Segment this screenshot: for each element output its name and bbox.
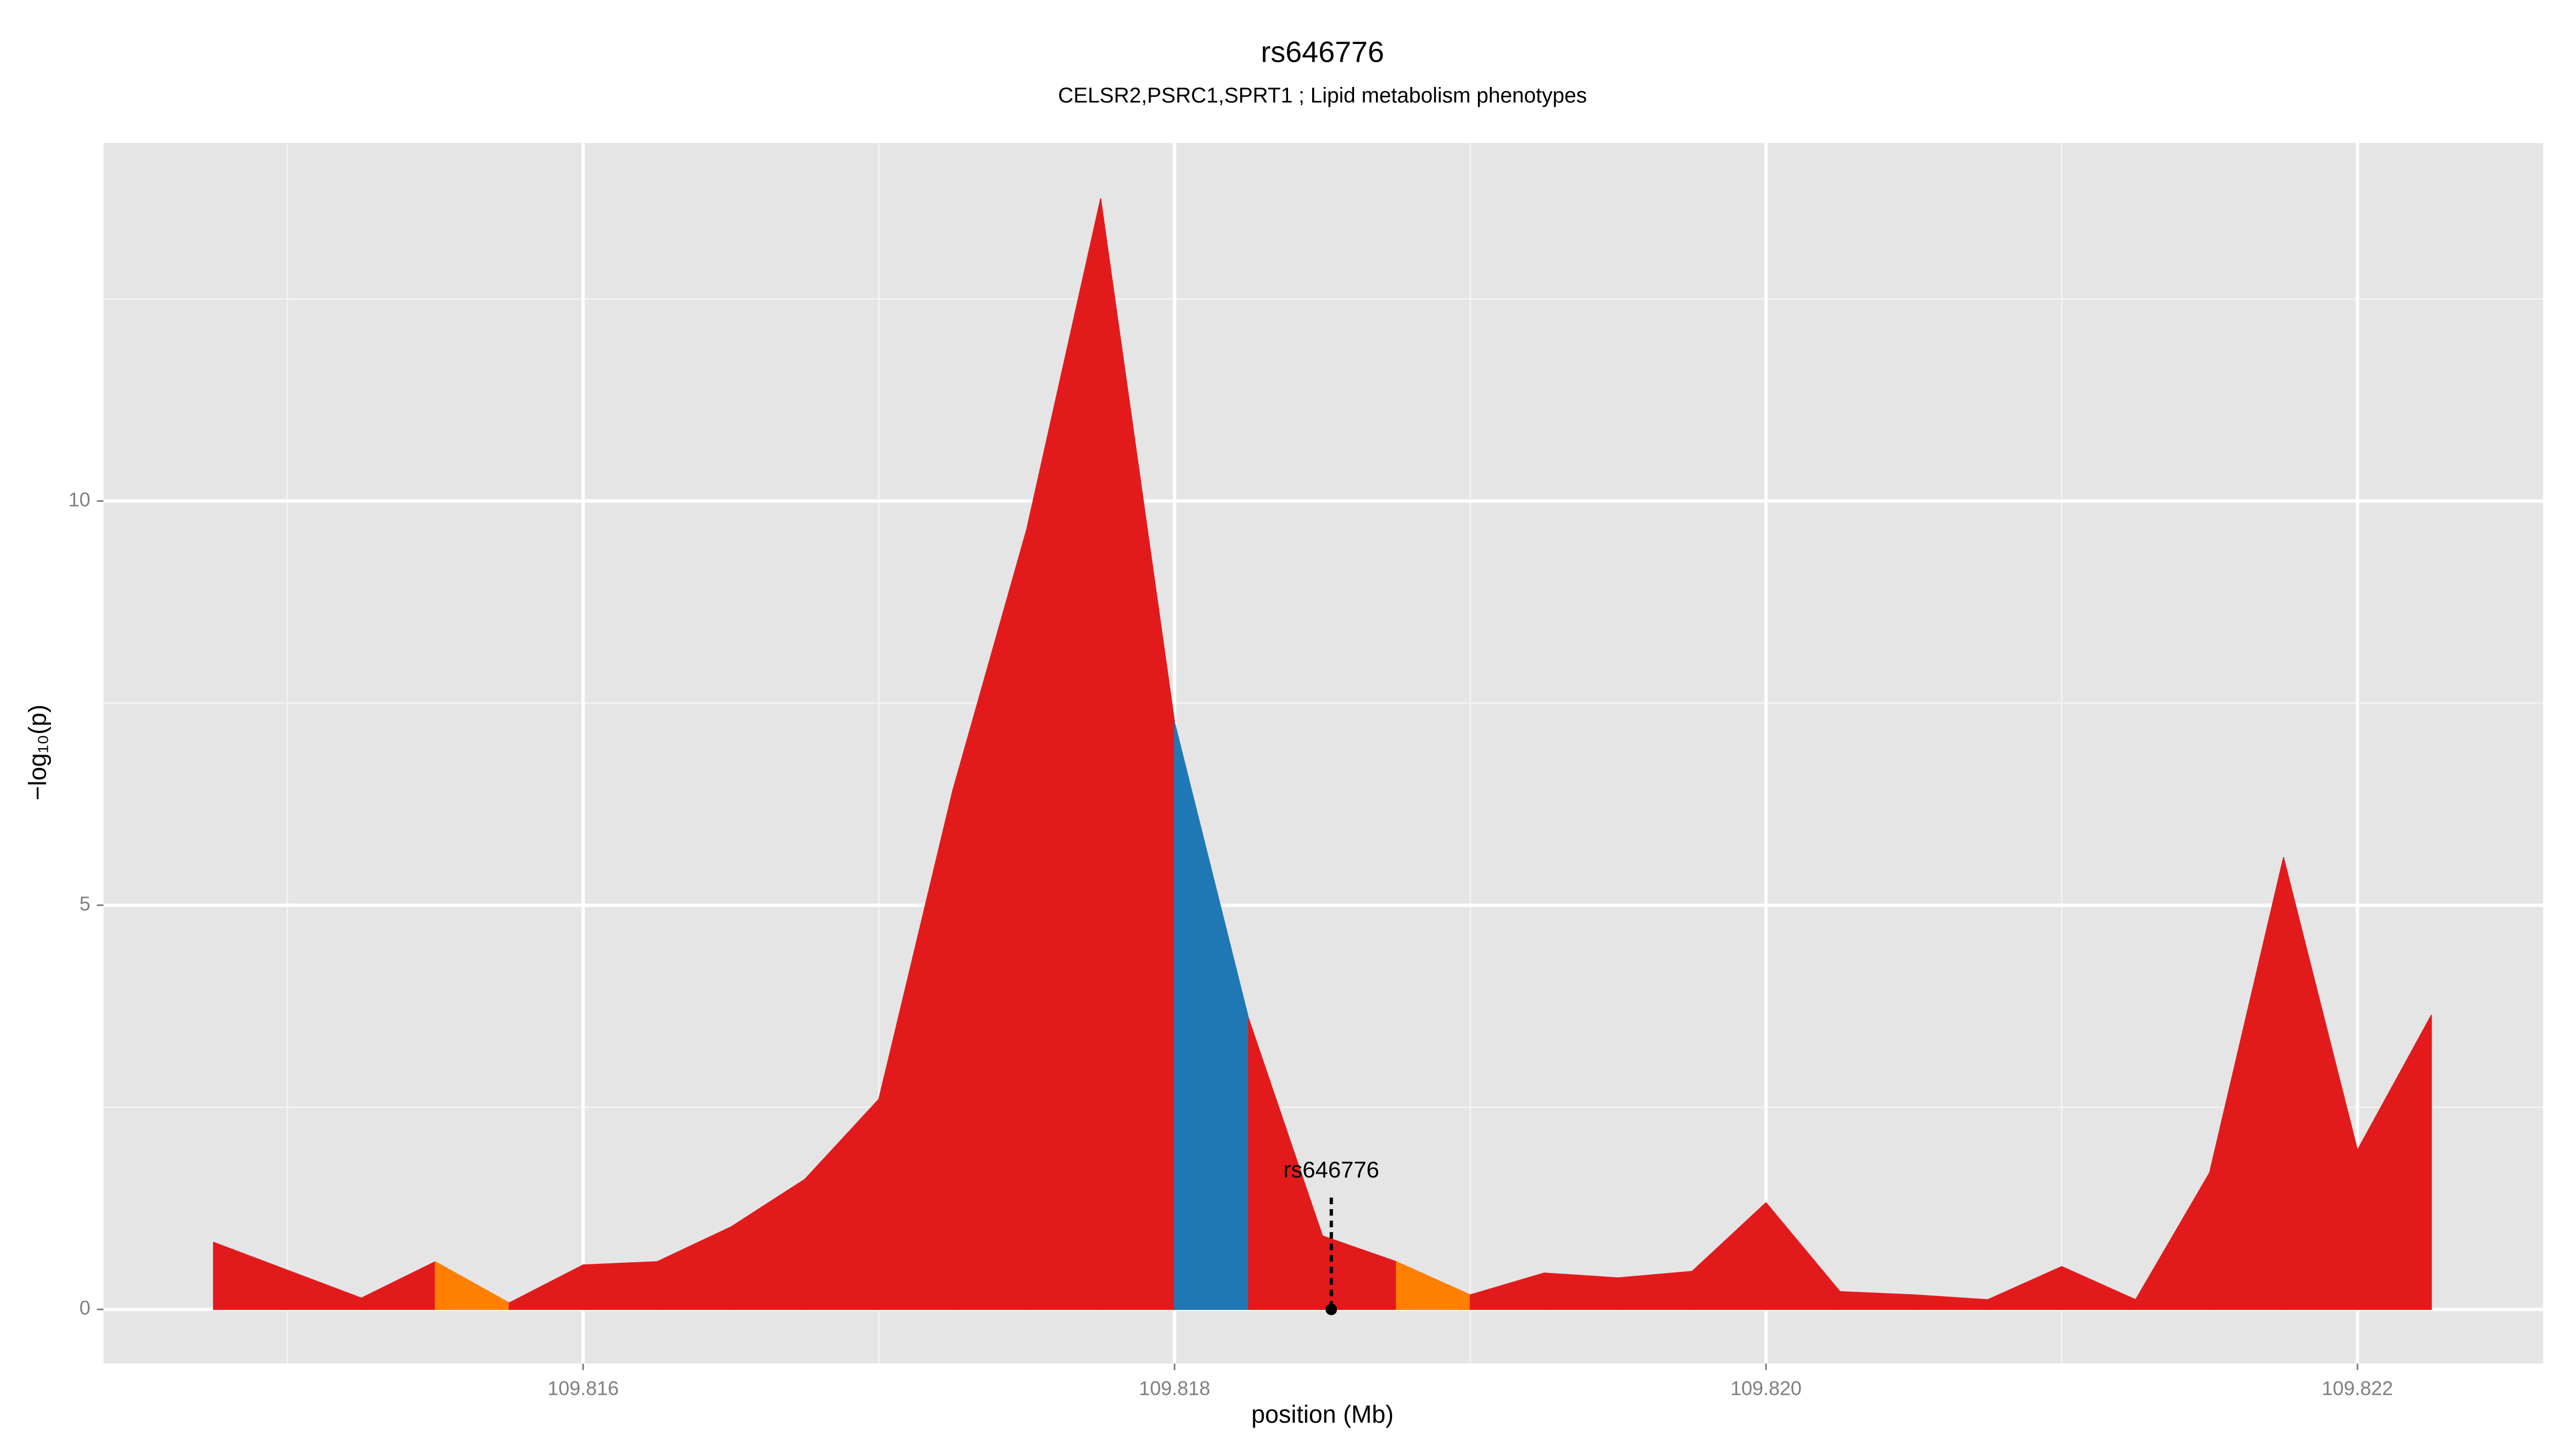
x-tick-label: 109.820 bbox=[1730, 1377, 1802, 1399]
y-tick-label: 5 bbox=[79, 892, 90, 914]
area-segment bbox=[1543, 1272, 1619, 1310]
x-tick-label: 109.816 bbox=[547, 1377, 619, 1399]
x-tick-label: 109.818 bbox=[1139, 1377, 1210, 1399]
marker-label: rs646776 bbox=[1283, 1157, 1379, 1183]
x-axis-label: position (Mb) bbox=[1252, 1400, 1394, 1428]
y-axis-label: −log₁₀(p) bbox=[24, 705, 52, 801]
area-segment bbox=[1839, 1291, 1915, 1310]
area-segment bbox=[2357, 1014, 2432, 1310]
marker-dot bbox=[1325, 1304, 1337, 1315]
area-segment bbox=[1618, 1271, 1693, 1310]
y-tick-label: 0 bbox=[79, 1297, 90, 1319]
y-tick-label: 10 bbox=[69, 488, 91, 510]
chart-subtitle: CELSR2,PSRC1,SPRT1 ; Lipid metabolism ph… bbox=[1058, 84, 1587, 107]
x-tick-label: 109.822 bbox=[2322, 1377, 2393, 1399]
plot-panel bbox=[103, 143, 2543, 1364]
chart-title: rs646776 bbox=[1261, 35, 1384, 69]
area-segment bbox=[582, 1261, 658, 1310]
